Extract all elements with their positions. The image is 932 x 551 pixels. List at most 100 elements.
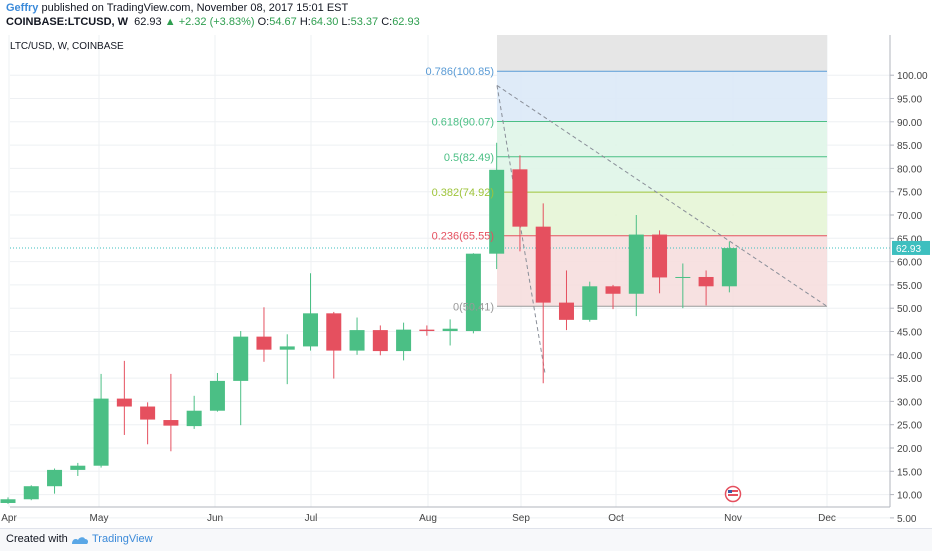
price-tick-label: 50.00 [897,304,922,315]
time-tick-label: Oct [608,513,624,524]
price-tick-label: 25.00 [897,421,922,432]
current-price-tag [892,240,930,255]
price-tick-label: 65.00 [897,234,922,245]
event-flag-icon[interactable] [724,485,742,503]
candle-body-down [326,313,342,351]
price-tick-label: 40.00 [897,351,922,362]
current-price-tag-label: 62.93 [896,244,921,255]
candle-body-down [512,169,528,227]
price-tick-label: 100.00 [897,71,928,82]
price-tick-label: 45.00 [897,328,922,339]
candle-body-down [256,336,272,350]
candle-body-down [698,276,714,287]
high-value: 64.30 [310,16,339,28]
price-tick-label: 10.00 [897,491,922,502]
symbol-text: COINBASE:LTCUSD, W [6,16,129,28]
price-tick-label: 20.00 [897,444,922,455]
change-value: +2.32 (+3.83%) [178,16,255,28]
fib-level-label: 0.786(100.85) [426,66,495,78]
footer: Created with TradingView [0,528,932,551]
price-chart[interactable]: 0.786(100.85) 0.618(90.07) 0.5(82.49) 0.382… [0,0,932,528]
candle-body-up [303,313,319,347]
candle-body-up [442,328,458,332]
candle-body-down [372,330,388,352]
time-tick-label: Jul [305,513,318,524]
candle-body-up [93,398,109,466]
fib-zone [497,121,827,157]
price-tick-label: 15.00 [897,467,922,478]
trend-line-dashed [496,85,828,307]
time-tick-label: Jun [207,513,223,524]
ohlc-line: COINBASE:LTCUSD, W 62.93 ▲ +2.32 (+3.83%… [6,16,420,28]
price-axis[interactable]: 5.00 10.00 15.00 20.00 25.00 30.00 35.00 40.00 4… [890,71,930,525]
fib-level-label: 0.236(65.55) [432,231,494,243]
candle-body-up [628,234,644,294]
candle-body-down [535,226,551,303]
candle-body-up [279,346,295,350]
time-tick-label: May [90,513,109,524]
fib-zone [497,71,827,122]
candle-body-down [558,302,574,320]
candle-body-up [0,499,16,503]
candle-body-down [652,234,668,278]
tradingview-logo-icon [72,537,89,544]
candle-body-up [23,486,39,500]
time-tick-label: Nov [724,513,742,524]
published-text: published on TradingView.com, November 0… [41,2,349,14]
candle-body-down [140,406,156,420]
candle-body-up [582,286,598,320]
candle-body-up [396,329,412,352]
time-tick-label: Sep [512,513,530,524]
candle-body-up [465,253,481,332]
fib-level-label: 0.5(82.49) [444,152,494,164]
time-tick-label: Aug [419,513,437,524]
tradingview-link[interactable]: TradingView [92,533,153,545]
change-arrow: ▲ [164,16,176,28]
candle-body-down [116,398,132,407]
candle-body-up [489,169,505,254]
candle-body-up [675,276,691,278]
price-tick-label: 35.00 [897,374,922,385]
fib-zone [497,192,827,236]
time-tick-label: Dec [818,513,836,524]
candle-body-up [70,465,86,470]
price-tick-label: 85.00 [897,141,922,152]
author-name[interactable]: Geffry [6,2,39,14]
time-axis[interactable]: Apr May Jun Jul Aug Sep Oct Nov Dec [1,513,836,524]
price-tick-label: 80.00 [897,164,922,175]
price-tick-label: 55.00 [897,281,922,292]
time-tick-label: Apr [1,513,17,524]
fib-trend-lines [10,85,890,374]
open-label: O: [257,16,270,28]
chart-title: LTC/USD, W, COINBASE [10,41,124,52]
fib-zones [497,35,827,307]
publish-info: Geffry published on TradingView.com, Nov… [6,2,348,14]
last-price: 62.93 [134,16,162,28]
candles [0,142,737,504]
price-tick-label: 70.00 [897,211,922,222]
price-tick-label: 60.00 [897,258,922,269]
fib-zone [497,156,827,193]
close-value: 62.93 [392,16,420,28]
price-tick-label: 5.00 [897,514,917,525]
price-tick-label: 75.00 [897,188,922,199]
open-value: 54.67 [269,16,297,28]
candle-body-up [233,336,249,381]
candle-body-up [349,330,365,351]
candle-body-up [47,469,63,487]
price-tick-label: 30.00 [897,397,922,408]
candle-body-down [163,420,179,426]
high-label: H: [299,16,311,28]
fib-zone [497,35,827,72]
low-value: 53.37 [350,16,379,28]
fib-level-label: 0.382(74.92) [432,187,494,199]
candle-body-up [209,380,225,411]
close-label: C: [381,16,393,28]
candle-body-up [186,410,202,427]
fib-level-label: 0.618(90.07) [432,116,494,128]
created-with-text: Created with [6,533,68,545]
fib-labels: 0.786(100.85) 0.618(90.07) 0.5(82.49) 0.382… [426,66,495,313]
price-tick-label: 95.00 [897,95,922,106]
low-label: L: [341,16,351,28]
price-tick-label: 90.00 [897,118,922,129]
